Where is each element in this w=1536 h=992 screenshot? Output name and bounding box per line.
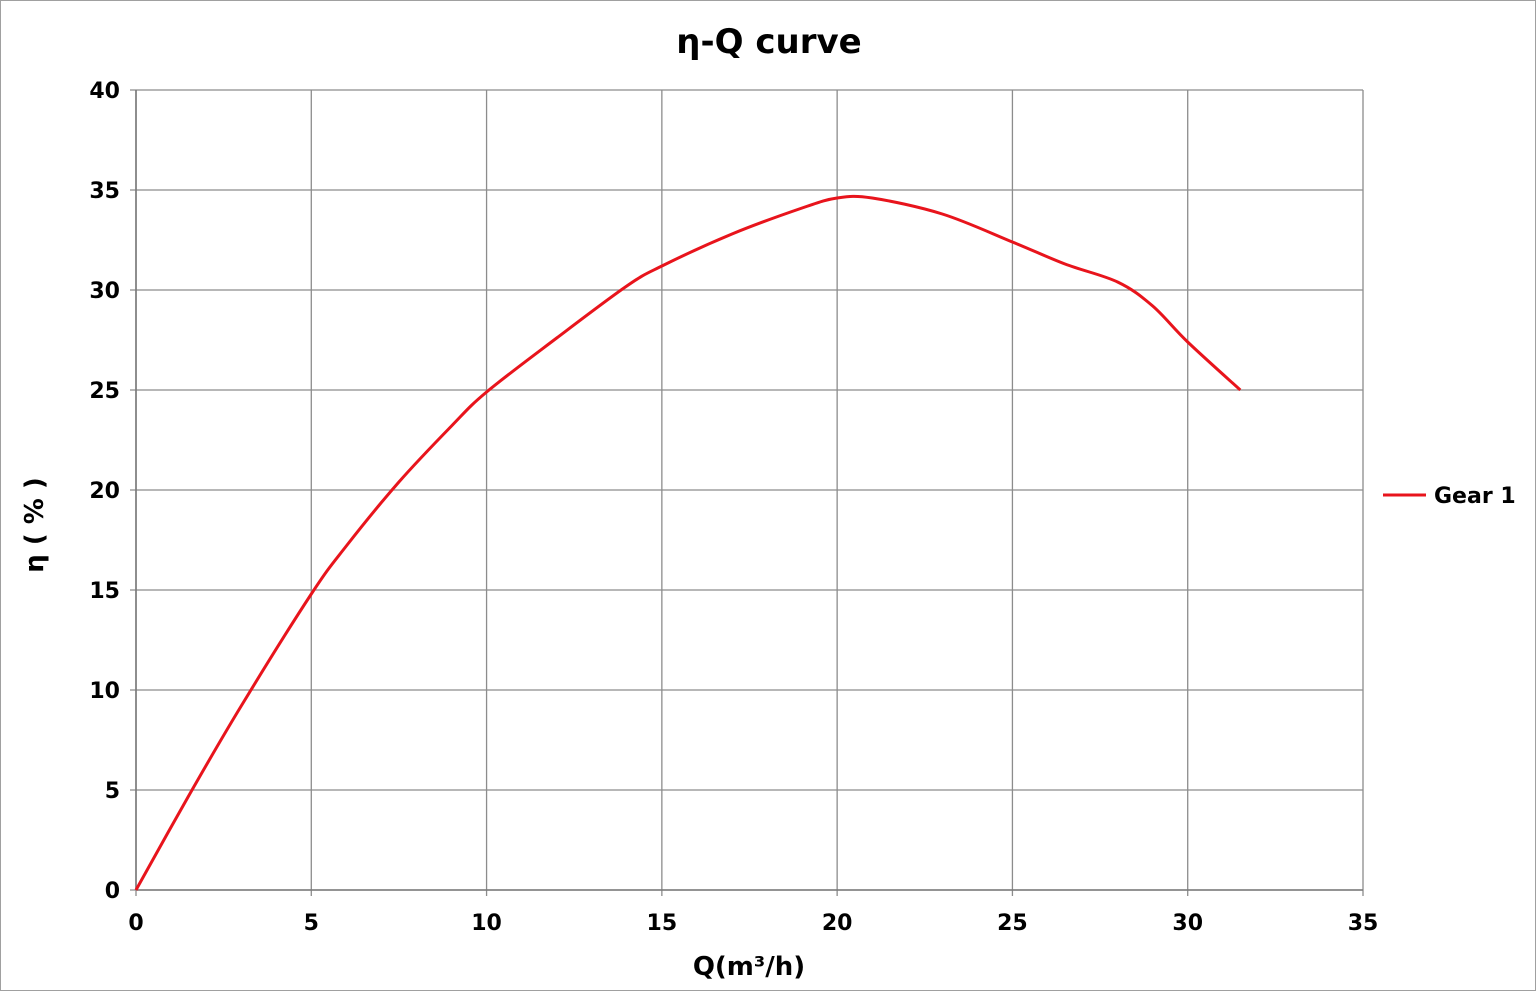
y-tick-label: 35 — [89, 179, 120, 204]
x-tick-label: 5 — [304, 911, 319, 936]
x-tick-label: 15 — [647, 911, 678, 936]
x-tick-label: 0 — [128, 911, 143, 936]
y-tick-label: 25 — [89, 379, 120, 404]
y-tick-label: 40 — [89, 79, 120, 104]
x-tick-label: 30 — [1172, 911, 1203, 936]
y-tick-label: 5 — [105, 779, 120, 804]
legend: Gear 1 — [1383, 484, 1516, 509]
y-tick-label: 30 — [89, 279, 120, 304]
grid — [130, 89, 1364, 896]
x-tick-label: 25 — [997, 911, 1028, 936]
y-tick-label: 20 — [89, 479, 120, 504]
y-tick-label: 15 — [89, 579, 120, 604]
y-tick-label: 0 — [105, 879, 120, 904]
y-tick-label: 10 — [89, 679, 120, 704]
y-axis-ticks: 0 5 10 15 20 25 30 35 40 — [89, 79, 120, 904]
x-tick-label: 10 — [471, 911, 502, 936]
series-line-gear-1 — [134, 194, 1242, 891]
y-axis-label: η ( % ) — [20, 477, 50, 572]
x-axis-ticks: 0 5 10 15 20 25 30 35 — [128, 911, 1378, 936]
chart-title: η-Q curve — [676, 22, 861, 62]
x-tick-label: 35 — [1348, 911, 1379, 936]
series-layer — [134, 194, 1242, 891]
x-tick-label: 20 — [822, 911, 853, 936]
legend-label-gear-1: Gear 1 — [1434, 484, 1516, 509]
x-axis-label: Q(m³/h) — [693, 952, 805, 982]
